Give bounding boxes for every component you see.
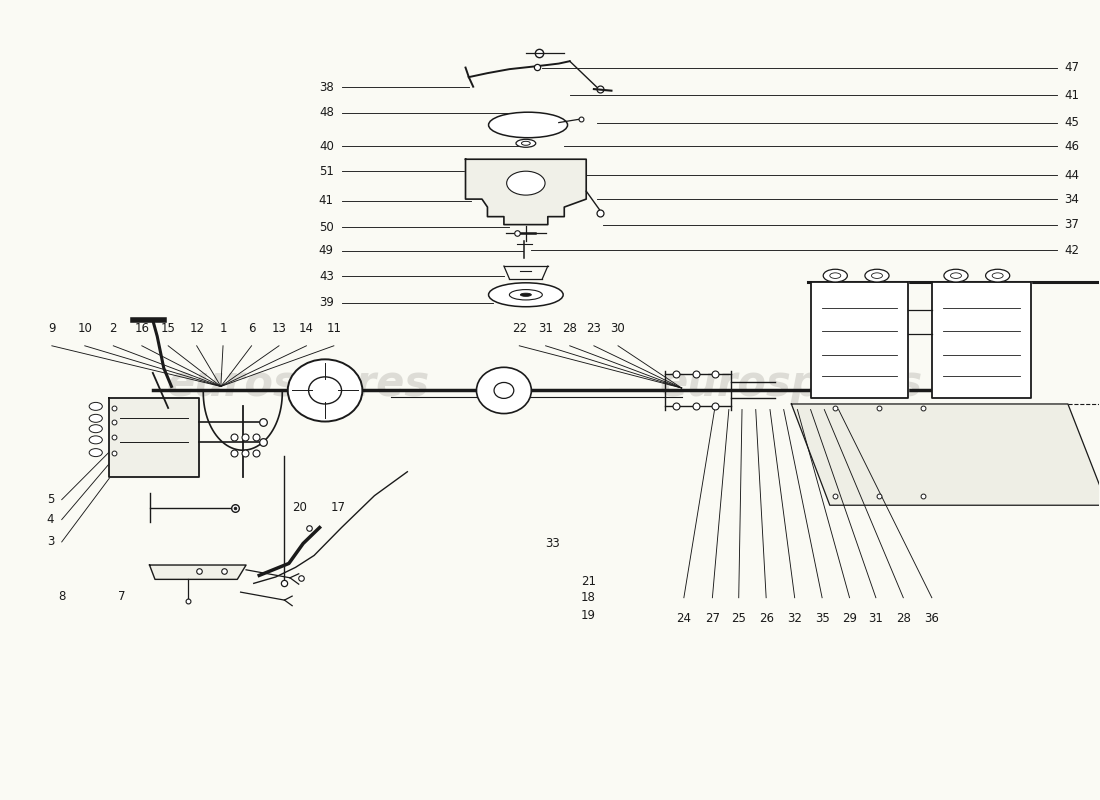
Text: 13: 13	[272, 322, 286, 334]
Text: 2: 2	[110, 322, 117, 334]
Ellipse shape	[871, 273, 882, 278]
Polygon shape	[811, 282, 907, 398]
Text: 44: 44	[1065, 169, 1079, 182]
Ellipse shape	[89, 414, 102, 422]
Text: 14: 14	[299, 322, 314, 334]
Polygon shape	[791, 404, 1100, 506]
Text: 31: 31	[538, 322, 553, 334]
Text: 39: 39	[319, 296, 333, 310]
Ellipse shape	[944, 270, 968, 282]
Text: 37: 37	[1065, 218, 1079, 231]
Text: 43: 43	[319, 270, 333, 283]
Text: 1: 1	[219, 322, 227, 334]
Ellipse shape	[823, 270, 847, 282]
Text: 49: 49	[319, 245, 333, 258]
Text: 42: 42	[1065, 244, 1079, 257]
Ellipse shape	[89, 436, 102, 444]
Text: 7: 7	[119, 590, 125, 603]
Text: 28: 28	[562, 322, 578, 334]
Ellipse shape	[829, 273, 840, 278]
Ellipse shape	[509, 290, 542, 300]
Text: 21: 21	[581, 575, 596, 588]
Ellipse shape	[494, 382, 514, 398]
Polygon shape	[932, 282, 1031, 398]
Text: 19: 19	[581, 609, 596, 622]
Text: 4: 4	[46, 513, 54, 526]
Ellipse shape	[521, 142, 530, 146]
Text: 30: 30	[610, 322, 626, 334]
Text: 24: 24	[676, 612, 692, 625]
Ellipse shape	[520, 293, 531, 296]
Ellipse shape	[516, 139, 536, 147]
Text: 34: 34	[1065, 193, 1079, 206]
Text: 32: 32	[788, 612, 802, 625]
Text: 12: 12	[189, 322, 205, 334]
Text: 8: 8	[58, 590, 65, 603]
Text: 23: 23	[586, 322, 602, 334]
Ellipse shape	[507, 171, 546, 195]
Text: 38: 38	[319, 81, 333, 94]
Text: 22: 22	[512, 322, 527, 334]
Text: 29: 29	[842, 612, 857, 625]
Polygon shape	[465, 159, 586, 225]
Ellipse shape	[309, 377, 341, 404]
Ellipse shape	[288, 359, 362, 422]
Text: 36: 36	[924, 612, 939, 625]
Text: 27: 27	[705, 612, 719, 625]
Text: 5: 5	[46, 493, 54, 506]
Text: 45: 45	[1065, 116, 1079, 129]
Ellipse shape	[89, 425, 102, 433]
Text: 46: 46	[1065, 140, 1079, 153]
Text: 10: 10	[77, 322, 92, 334]
Ellipse shape	[488, 112, 568, 138]
Text: 11: 11	[327, 322, 341, 334]
Text: 3: 3	[46, 535, 54, 549]
Text: 50: 50	[319, 221, 333, 234]
Text: 28: 28	[895, 612, 911, 625]
Ellipse shape	[488, 283, 563, 306]
Polygon shape	[109, 398, 199, 477]
Ellipse shape	[986, 270, 1010, 282]
Text: 47: 47	[1065, 61, 1079, 74]
Text: 20: 20	[293, 501, 307, 514]
Ellipse shape	[992, 273, 1003, 278]
Text: 18: 18	[581, 591, 596, 604]
Text: 35: 35	[815, 612, 829, 625]
Text: 17: 17	[331, 501, 345, 514]
Text: 16: 16	[134, 322, 150, 334]
Text: 40: 40	[319, 140, 333, 153]
Text: 15: 15	[161, 322, 176, 334]
Text: eurospares: eurospares	[166, 363, 429, 405]
Ellipse shape	[476, 367, 531, 414]
Text: 41: 41	[319, 194, 333, 207]
Ellipse shape	[950, 273, 961, 278]
Text: 25: 25	[732, 612, 746, 625]
Text: 26: 26	[759, 612, 773, 625]
Text: 48: 48	[319, 106, 333, 119]
Text: 9: 9	[48, 322, 56, 334]
Text: 6: 6	[248, 322, 255, 334]
Ellipse shape	[89, 449, 102, 457]
Text: 31: 31	[868, 612, 883, 625]
Ellipse shape	[865, 270, 889, 282]
Text: 51: 51	[319, 165, 333, 178]
Polygon shape	[150, 565, 246, 579]
Text: 41: 41	[1065, 89, 1079, 102]
Ellipse shape	[89, 402, 102, 410]
Text: 33: 33	[544, 537, 560, 550]
Text: eurospares: eurospares	[660, 363, 923, 405]
